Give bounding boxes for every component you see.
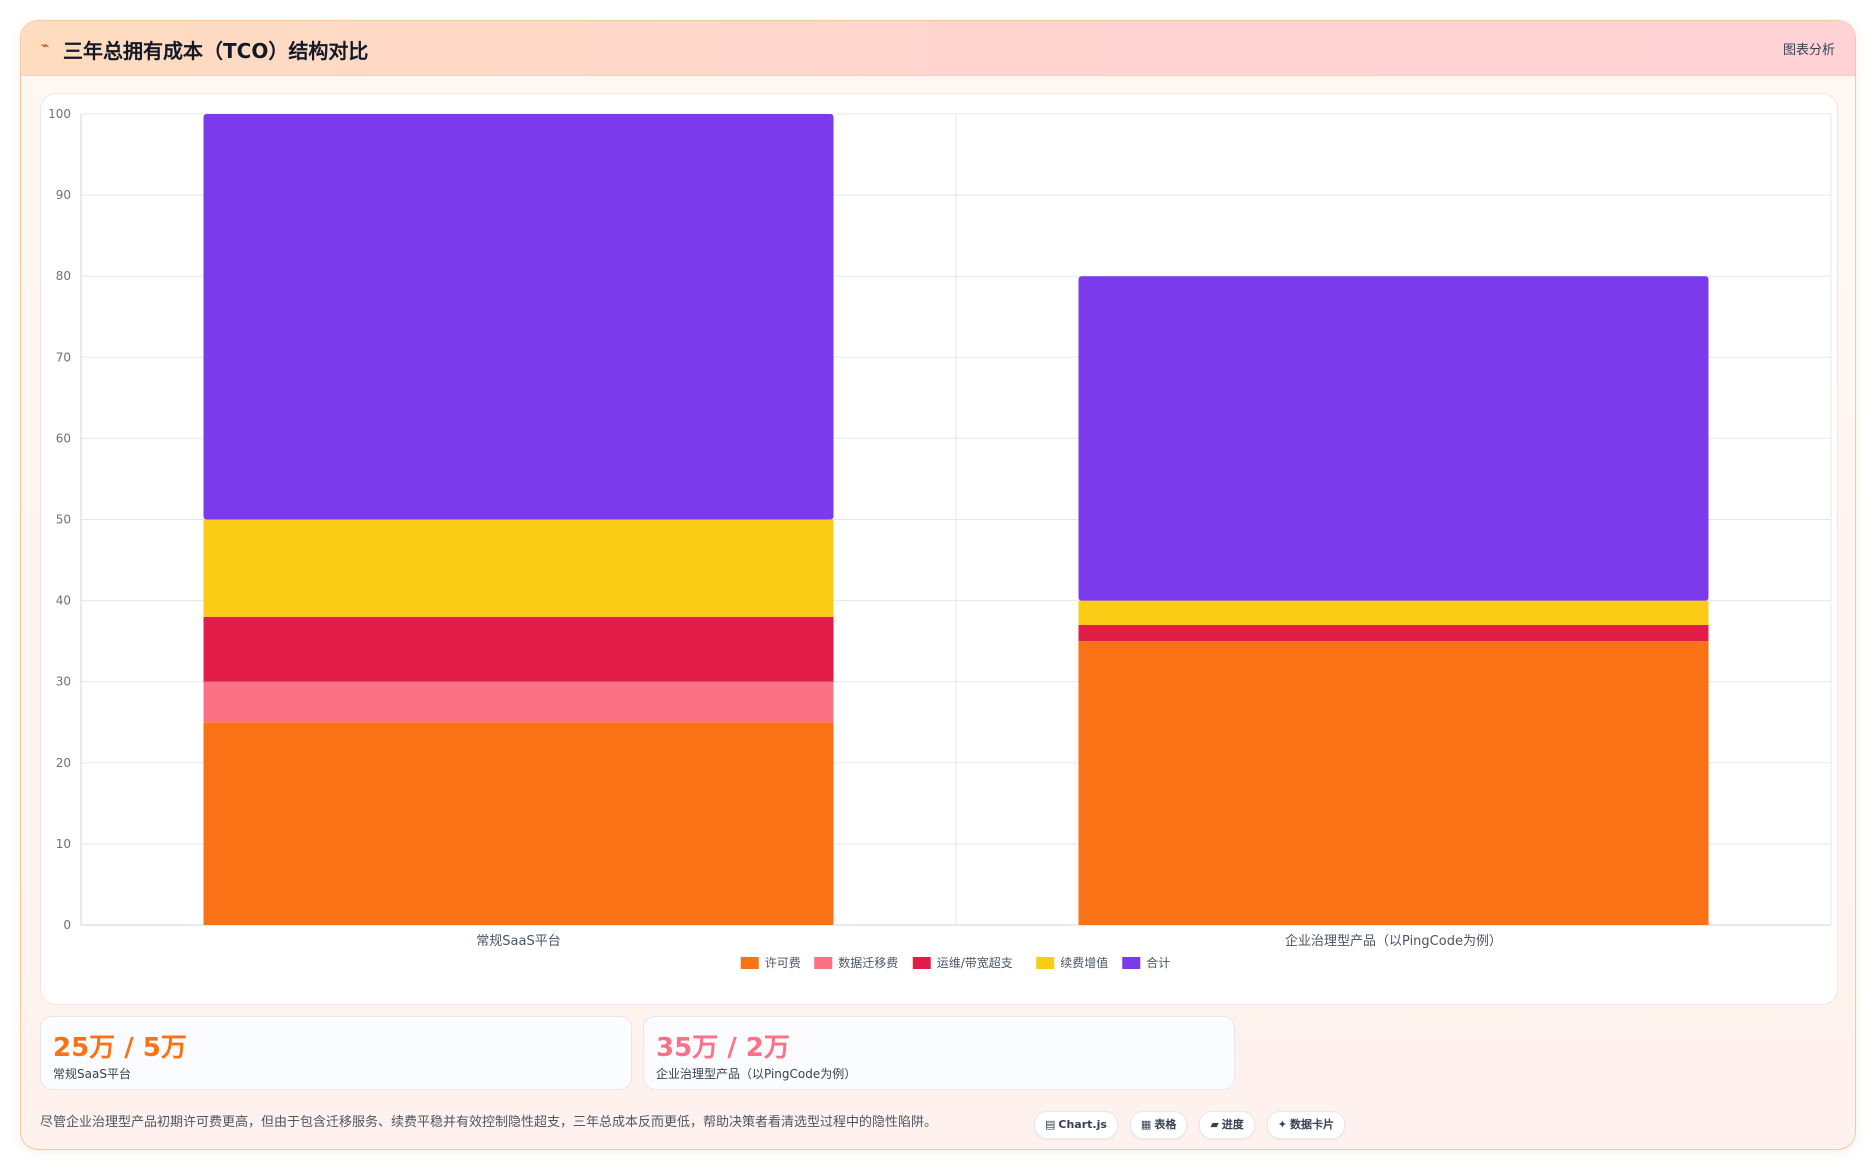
x-category-label: 常规SaaS平台: [476, 934, 560, 949]
chip-label: Chart.js: [1058, 1118, 1107, 1131]
y-tick-label: 0: [63, 918, 71, 932]
y-tick-label: 40: [56, 594, 71, 608]
table-icon: ▦: [1140, 1118, 1152, 1131]
legend-swatch: [740, 957, 759, 969]
chip-table[interactable]: ▦ 表格: [1129, 1111, 1188, 1139]
stat-card-saas: 25万 / 5万 常规SaaS平台: [40, 1016, 632, 1090]
stat-card-enterprise: 35万 / 2万 企业治理型产品（以PingCode为例）: [643, 1016, 1235, 1090]
bar-segment: [203, 519, 834, 617]
x-category-label: 企业治理型产品（以PingCode为例）: [1285, 933, 1502, 949]
y-tick-label: 20: [56, 756, 71, 770]
chart-icon: ▤: [1045, 1118, 1056, 1131]
stat-label: 常规SaaS平台: [53, 1067, 131, 1081]
chip-chartjs[interactable]: ▤ Chart.js: [1034, 1111, 1118, 1139]
progress-icon: ▰: [1210, 1118, 1219, 1131]
bar-segment: [203, 616, 834, 682]
chip-label: 表格: [1154, 1118, 1177, 1131]
footer-note: 尽管企业治理型产品初期许可费更高，但由于包含迁移服务、续费平稳并有效控制隐性超支…: [40, 1115, 938, 1130]
legend-swatch: [814, 957, 833, 969]
y-tick-label: 30: [56, 675, 71, 689]
chart-analysis-tag: 图表分析: [1782, 43, 1835, 58]
stat-value: 35万 / 2万: [656, 1033, 790, 1063]
legend-label: 合计: [1146, 955, 1170, 970]
stat-value: 25万 / 5万: [53, 1033, 187, 1063]
y-tick-label: 70: [56, 350, 71, 364]
chip-progress[interactable]: ▰ 进度: [1199, 1111, 1255, 1139]
bar-segment: [1078, 641, 1709, 925]
bar-segment: [203, 722, 834, 925]
chip-label: 进度: [1221, 1118, 1244, 1131]
legend-label: 续费增值: [1060, 955, 1108, 970]
bar-segment: [1078, 624, 1709, 642]
stat-label: 企业治理型产品（以PingCode为例）: [656, 1067, 857, 1081]
legend-label: 许可费: [765, 956, 801, 970]
y-tick-label: 90: [56, 188, 71, 202]
legend-label: 数据迁移费: [838, 955, 898, 970]
chip-row: ▤ Chart.js ▦ 表格 ▰ 进度 ✦ 数据卡片: [1034, 1111, 1357, 1141]
sparkle-icon: ✦: [1277, 1118, 1288, 1131]
legend-swatch: [912, 957, 931, 969]
y-tick-label: 100: [48, 107, 71, 121]
chart-panel: 0 10 20 30 40 50 60 70 80 90 100 常规SaaS平台 企业治理型产品（以P…: [40, 93, 1838, 1005]
bar-segment: [1078, 276, 1709, 601]
y-tick-label: 60: [56, 431, 71, 445]
chart-icon: ⌁: [41, 38, 50, 54]
legend-swatch: [1036, 957, 1055, 969]
card-header: ⌁ 三年总拥有成本（TCO）结构对比 图表分析: [21, 21, 1855, 76]
bar-segment: [203, 681, 834, 723]
bar-segment: [1078, 600, 1709, 625]
stacked-bar-chart: 0 10 20 30 40 50 60 70 80 90 100 常规SaaS平台 企业治理型产品（以P…: [48, 107, 1832, 970]
chip-label: 数据卡片: [1290, 1118, 1335, 1131]
chart-card: ⌁ 三年总拥有成本（TCO）结构对比 图表分析 0 10 20 30 40 50 60 70 8…: [20, 20, 1856, 1150]
chip-data-card[interactable]: ✦ 数据卡片: [1266, 1111, 1346, 1139]
legend-swatch: [1122, 957, 1141, 969]
y-tick-label: 10: [56, 837, 71, 851]
y-tick-label: 50: [56, 513, 71, 527]
y-tick-label: 80: [56, 269, 71, 283]
bar-segment: [203, 114, 834, 520]
card-title: 三年总拥有成本（TCO）结构对比: [63, 39, 369, 63]
legend-label: 运维/带宽超支: [937, 955, 1013, 970]
